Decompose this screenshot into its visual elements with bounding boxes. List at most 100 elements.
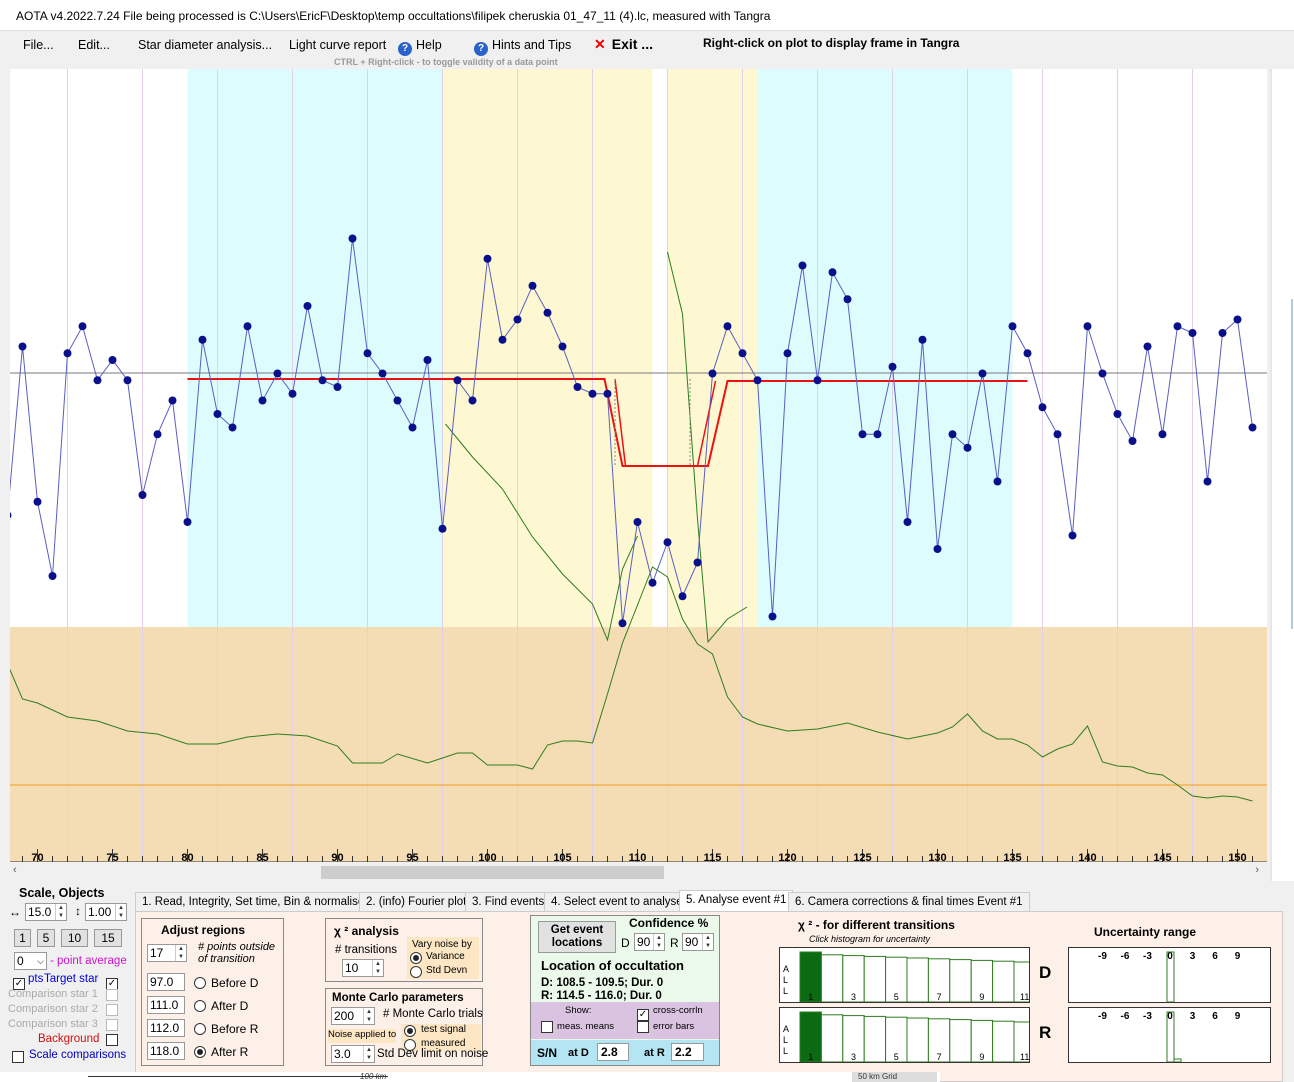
pts-checkbox[interactable]: ✓ [13,973,25,990]
comparison-star-1-checkbox[interactable] [106,988,118,1002]
data-point[interactable] [873,430,882,439]
data-point[interactable] [1053,430,1062,439]
before-r-radio[interactable] [194,1022,206,1036]
data-point[interactable] [243,322,252,331]
data-point[interactable] [603,389,612,398]
data-point[interactable] [543,308,552,317]
menu-file[interactable]: File... [23,38,54,52]
chi-bar[interactable] [906,957,929,1003]
data-point[interactable] [198,335,207,344]
data-point[interactable] [333,383,342,391]
chi-bar[interactable] [992,960,1015,1003]
data-point[interactable] [513,315,522,324]
data-point[interactable] [1023,349,1032,358]
data-point[interactable] [1128,437,1137,445]
data-point[interactable] [1173,322,1182,331]
menu-hints[interactable]: ? Hints and Tips [474,38,571,56]
before-d-field[interactable]: 97.0 [147,973,185,991]
data-point[interactable] [453,376,462,385]
data-point[interactable] [738,349,747,358]
data-point[interactable] [858,430,867,439]
h-scale-spinner[interactable]: 15.0 ▲ ▼ [25,903,67,921]
data-point[interactable] [1038,403,1047,412]
data-point[interactable] [993,477,1002,486]
data-point[interactable] [18,342,27,351]
data-point[interactable] [1068,531,1077,540]
data-point[interactable] [498,335,507,344]
menu-exit[interactable]: ✕ Exit ... [594,36,653,53]
data-point[interactable] [1203,477,1212,486]
data-point[interactable] [783,349,792,358]
data-point[interactable] [963,443,972,452]
scale-button-10[interactable]: 10 [61,929,88,947]
v-scale-spinner[interactable]: 1.00 ▲ ▼ [85,903,127,921]
data-point[interactable] [1083,322,1092,331]
data-point[interactable] [693,558,702,567]
tab-find-events[interactable]: 3. Find events [465,892,552,912]
data-point[interactable] [1248,423,1257,432]
data-point[interactable] [888,362,897,371]
chi-hist-d[interactable]: A L L 1 3 5 7 9 11 [779,947,1036,1003]
error-bars-checkbox[interactable] [637,1020,649,1034]
chi-bar[interactable] [949,1019,972,1063]
data-point[interactable] [93,376,102,385]
data-point[interactable] [78,322,87,331]
data-point[interactable] [153,430,162,439]
data-point[interactable] [663,538,672,547]
data-point[interactable] [1233,315,1242,324]
data-point[interactable] [918,335,927,344]
tab-fourier[interactable]: 2. (info) Fourier plot [359,892,474,912]
data-point[interactable] [1158,430,1167,439]
chi-bar[interactable] [863,955,887,1003]
data-point[interactable] [108,356,117,364]
chi-bar[interactable] [863,1015,887,1063]
tab-analyse-event[interactable]: 5. Analyse event #1 [679,890,794,912]
data-point[interactable] [468,396,477,405]
comparison-star-3-checkbox[interactable] [106,1018,118,1032]
data-point[interactable] [318,376,327,385]
data-point[interactable] [363,349,372,358]
data-point[interactable] [10,511,12,519]
tab-camera-corrections[interactable]: 6. Camera corrections & final times Even… [788,892,1030,912]
data-point[interactable] [588,389,597,398]
scroll-thumb[interactable] [321,866,664,879]
data-point[interactable] [228,423,237,432]
menu-help[interactable]: ? Help [398,38,442,56]
tab-read[interactable]: 1. Read, Integrity, Set time, Bin & norm… [135,892,372,912]
data-point[interactable] [558,342,567,351]
data-point[interactable] [273,369,282,378]
data-point[interactable] [768,612,777,621]
data-point[interactable] [948,430,957,439]
tab-select-event[interactable]: 4. Select event to analyse [544,892,690,912]
scale-button-5[interactable]: 5 [37,929,55,947]
data-point[interactable] [633,518,642,526]
data-point[interactable] [213,410,222,418]
data-point[interactable] [348,234,357,243]
menu-light-curve-report[interactable]: Light curve report [289,38,387,52]
spinner-arrows-icon[interactable]: ▲ ▼ [653,934,664,950]
scroll-right-icon[interactable]: › [1255,864,1259,876]
scroll-left-icon[interactable]: ‹ [13,864,17,876]
data-point[interactable] [843,295,852,304]
data-point[interactable] [408,423,417,432]
data-point[interactable] [258,396,267,405]
data-point[interactable] [438,524,447,533]
scale-button-1[interactable]: 1 [14,929,31,947]
data-point[interactable] [618,619,627,628]
data-point[interactable] [123,376,132,385]
menu-star-diameter[interactable]: Star diameter analysis... [138,38,273,52]
std-dev-limit-spinner[interactable]: 3.0 ▲ ▼ [331,1045,375,1063]
scale-comparisons-checkbox[interactable] [12,1050,24,1064]
data-point[interactable] [33,497,42,506]
data-point[interactable] [528,281,537,290]
std-devn-radio[interactable] [410,965,422,979]
data-point[interactable] [1113,410,1122,418]
scale-button-15[interactable]: 15 [94,929,122,947]
confidence-d-spinner[interactable]: 90 ▲ ▼ [634,933,665,951]
data-point[interactable] [573,383,582,391]
background-checkbox[interactable] [106,1033,118,1047]
data-point[interactable] [933,545,942,553]
test-signal-radio[interactable] [404,1024,416,1038]
spinner-arrows-icon[interactable]: ▲ ▼ [175,945,186,961]
